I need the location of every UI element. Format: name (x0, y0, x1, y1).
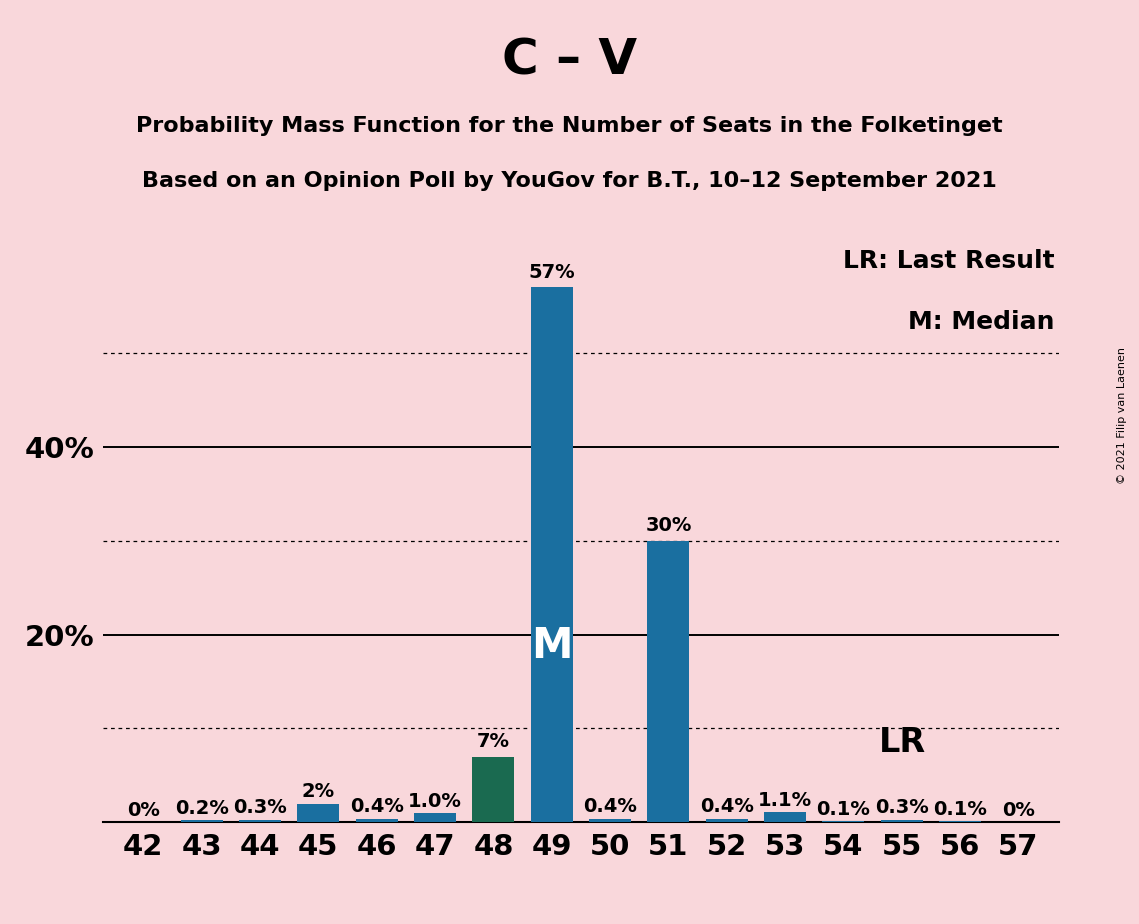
Text: Based on an Opinion Poll by YouGov for B.T., 10–12 September 2021: Based on an Opinion Poll by YouGov for B… (142, 171, 997, 191)
Bar (589, 819, 631, 822)
Bar (706, 819, 747, 822)
Text: M: M (531, 625, 573, 667)
Text: 0.4%: 0.4% (350, 797, 403, 816)
Text: Probability Mass Function for the Number of Seats in the Folketinget: Probability Mass Function for the Number… (137, 116, 1002, 136)
Bar (647, 541, 689, 822)
Text: C – V: C – V (502, 37, 637, 85)
Text: 0.4%: 0.4% (699, 797, 754, 816)
Text: 0.4%: 0.4% (583, 797, 637, 816)
Text: 57%: 57% (528, 262, 575, 282)
Bar (764, 812, 806, 822)
Bar (531, 287, 573, 822)
Text: 1.1%: 1.1% (759, 791, 812, 809)
Bar (473, 757, 515, 822)
Bar (355, 819, 398, 822)
Bar (939, 821, 981, 822)
Bar (181, 821, 223, 822)
Text: LR: Last Result: LR: Last Result (843, 249, 1055, 273)
Text: 0%: 0% (1002, 801, 1035, 820)
Text: 1.0%: 1.0% (408, 792, 462, 810)
Bar (880, 820, 923, 822)
Text: 0.1%: 0.1% (817, 800, 870, 819)
Bar (239, 820, 281, 822)
Text: 7%: 7% (477, 732, 510, 751)
Text: 30%: 30% (645, 517, 691, 535)
Text: 0.3%: 0.3% (233, 798, 287, 817)
Text: 0%: 0% (126, 801, 159, 820)
Text: M: Median: M: Median (908, 310, 1055, 334)
Text: LR: LR (878, 726, 926, 759)
Text: 0.2%: 0.2% (174, 799, 229, 818)
Bar (297, 804, 339, 822)
Text: 2%: 2% (302, 783, 335, 801)
Bar (822, 821, 865, 822)
Bar (415, 813, 456, 822)
Text: © 2021 Filip van Laenen: © 2021 Filip van Laenen (1117, 347, 1126, 484)
Text: 0.1%: 0.1% (933, 800, 988, 819)
Text: 0.3%: 0.3% (875, 798, 928, 817)
